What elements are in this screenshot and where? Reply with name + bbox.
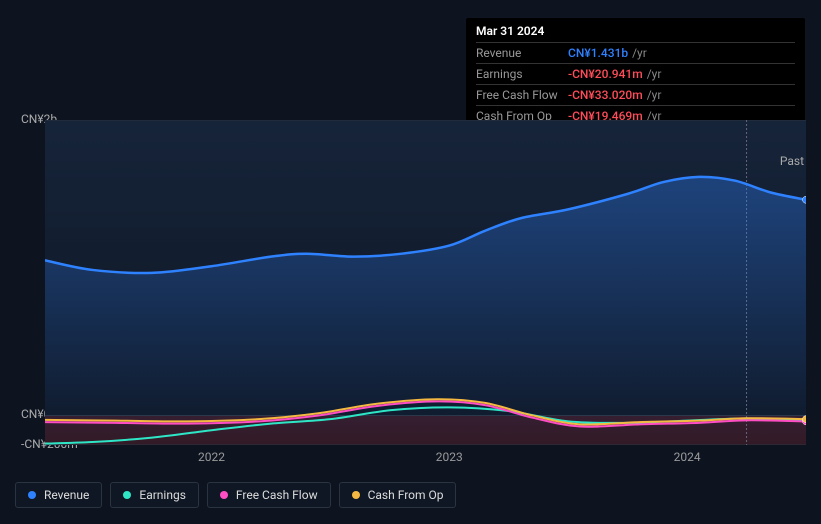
tooltip-date: Mar 31 2024 bbox=[476, 24, 795, 43]
tooltip-row: Free Cash Flow-CN¥33.020m/yr bbox=[476, 85, 795, 106]
x-tick-label: 2023 bbox=[436, 450, 463, 464]
legend-dot-icon bbox=[352, 491, 360, 499]
legend-dot-icon bbox=[220, 491, 228, 499]
legend-item-cash-from-op[interactable]: Cash From Op bbox=[339, 482, 457, 508]
financial-chart[interactable]: CN¥2bCN¥0-CN¥200m Past bbox=[15, 120, 806, 460]
x-tick-label: 2024 bbox=[674, 450, 701, 464]
tooltip-metric-label: Revenue bbox=[476, 46, 568, 60]
legend: Revenue Earnings Free Cash Flow Cash From O… bbox=[15, 482, 456, 508]
tooltip-metric-label: Earnings bbox=[476, 67, 568, 81]
x-axis: 2022 2023 2024 bbox=[15, 450, 806, 470]
tooltip-metric-value: CN¥1.431b bbox=[568, 46, 628, 60]
tooltip-metric-value: -CN¥20.941m bbox=[568, 67, 643, 81]
legend-item-free-cash-flow[interactable]: Free Cash Flow bbox=[207, 482, 331, 508]
x-tick-label: 2022 bbox=[198, 450, 225, 464]
tooltip-unit: /yr bbox=[647, 88, 662, 102]
legend-label: Earnings bbox=[139, 488, 186, 502]
tooltip-row: Earnings-CN¥20.941m/yr bbox=[476, 64, 795, 85]
legend-label: Revenue bbox=[44, 488, 89, 502]
legend-dot-icon bbox=[28, 491, 36, 499]
legend-label: Cash From Op bbox=[368, 488, 444, 502]
tooltip-row: RevenueCN¥1.431b/yr bbox=[476, 43, 795, 64]
legend-dot-icon bbox=[123, 491, 131, 499]
legend-item-earnings[interactable]: Earnings bbox=[110, 482, 199, 508]
legend-item-revenue[interactable]: Revenue bbox=[15, 482, 102, 508]
tooltip-unit: /yr bbox=[647, 67, 662, 81]
past-label: Past bbox=[780, 154, 804, 168]
tooltip-metric-label: Free Cash Flow bbox=[476, 88, 568, 102]
tooltip-unit: /yr bbox=[632, 46, 647, 60]
chart-svg bbox=[45, 120, 806, 445]
tooltip-metric-value: -CN¥33.020m bbox=[568, 88, 643, 102]
legend-label: Free Cash Flow bbox=[236, 488, 318, 502]
chart-tooltip: Mar 31 2024 RevenueCN¥1.431b/yrEarnings-… bbox=[466, 18, 805, 130]
